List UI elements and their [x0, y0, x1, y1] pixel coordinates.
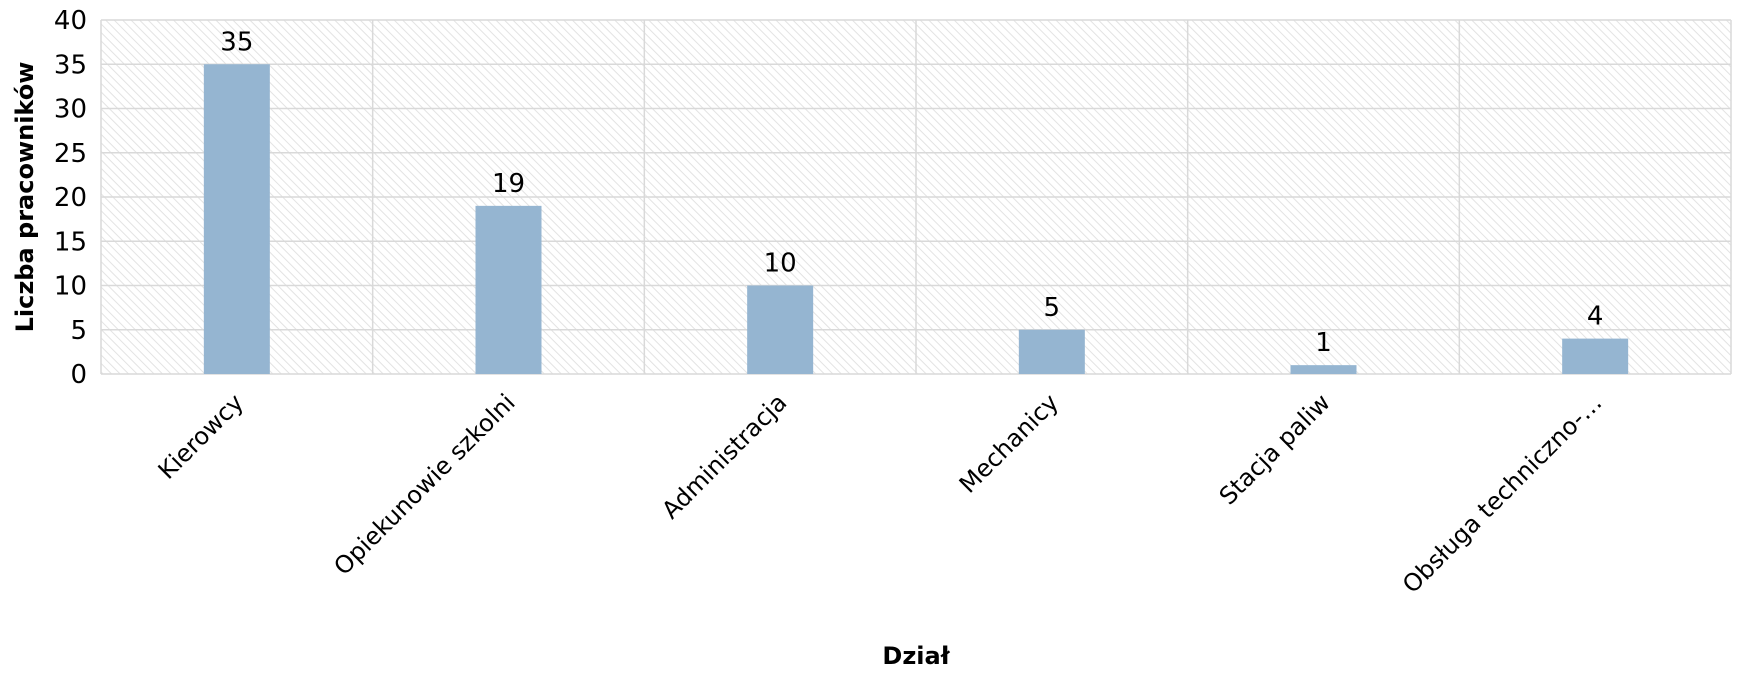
- bar: [1018, 329, 1085, 374]
- x-category-label: Stacja paliw: [1214, 388, 1336, 510]
- y-tick-label: 0: [70, 360, 87, 390]
- gridlines: [100, 19, 1732, 375]
- y-axis-title: Liczba pracowników: [11, 62, 39, 333]
- x-axis-title: Dział: [882, 642, 950, 670]
- bar-value-label: 1: [1315, 328, 1332, 358]
- bar: [1562, 338, 1629, 374]
- x-axis-categories: Kierowcy Opiekunowie szkolni Administracja…: [153, 388, 1608, 598]
- bar-value-label: 10: [764, 249, 797, 279]
- bar: [747, 285, 814, 374]
- y-tick-label: 15: [54, 227, 87, 257]
- bar-value-label: 4: [1587, 302, 1604, 332]
- y-tick-label: 40: [54, 6, 87, 36]
- y-tick-label: 35: [54, 50, 87, 80]
- bar: [475, 205, 542, 374]
- bar-value-label: 5: [1044, 293, 1061, 323]
- y-tick-label: 20: [54, 183, 87, 213]
- x-category-label: Administracja: [656, 388, 792, 524]
- bar-value-label: 19: [492, 169, 525, 199]
- y-tick-label: 25: [54, 139, 87, 169]
- y-tick-label: 30: [54, 95, 87, 125]
- y-axis-ticks: 0 5 10 15 20 25 30 35 40: [54, 6, 87, 390]
- bar: [1290, 365, 1357, 374]
- y-tick-label: 10: [54, 272, 87, 302]
- y-tick-label: 5: [70, 316, 87, 346]
- bar-value-label: 35: [220, 27, 253, 57]
- bar: [203, 64, 270, 374]
- x-category-label: Mechanicy: [954, 388, 1064, 498]
- x-category-label: Kierowcy: [153, 388, 249, 484]
- x-category-label: Opiekunowie szkolni: [328, 388, 520, 580]
- x-category-label: Obsługa techniczno-…: [1397, 388, 1607, 598]
- bars: 35 19 10 5 1 4: [203, 27, 1629, 374]
